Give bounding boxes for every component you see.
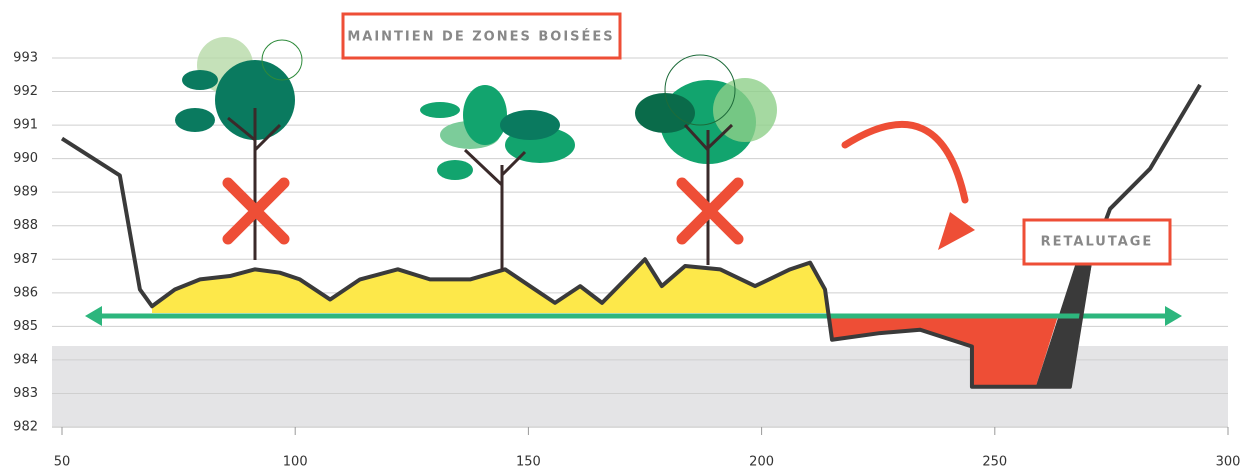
y-tick-label: 986	[13, 285, 38, 300]
x-tick-label: 250	[982, 455, 1007, 470]
y-tick-label: 988	[13, 218, 38, 233]
y-tick-label: 983	[13, 386, 38, 401]
x-tick-label: 50	[54, 455, 71, 470]
annotation: RETALUTAGE	[1041, 235, 1154, 250]
x-tick-label: 100	[283, 455, 308, 470]
curved-arrow	[845, 124, 975, 250]
annotation: MAINTIEN DE ZONES BOISÉES	[347, 29, 614, 45]
x-tick-label: 300	[1216, 455, 1241, 470]
chart: 982 983 984 985 986 987 988 989 990 991 992 993 50 10…	[0, 0, 1245, 472]
y-tick-label: 984	[13, 352, 38, 367]
y-tick-label: 990	[13, 151, 38, 166]
y-tick-label: 987	[13, 252, 38, 267]
trees	[175, 37, 777, 270]
y-tick-label: 993	[13, 51, 38, 66]
y-tick-label: 992	[13, 84, 38, 99]
y-tick-label: 989	[13, 185, 38, 200]
y-tick-label: 982	[13, 420, 38, 435]
y-tick-label: 991	[13, 118, 38, 133]
x-tick-label: 150	[516, 455, 541, 470]
x-tick-label: 200	[749, 455, 774, 470]
y-tick-label: 985	[13, 319, 38, 334]
